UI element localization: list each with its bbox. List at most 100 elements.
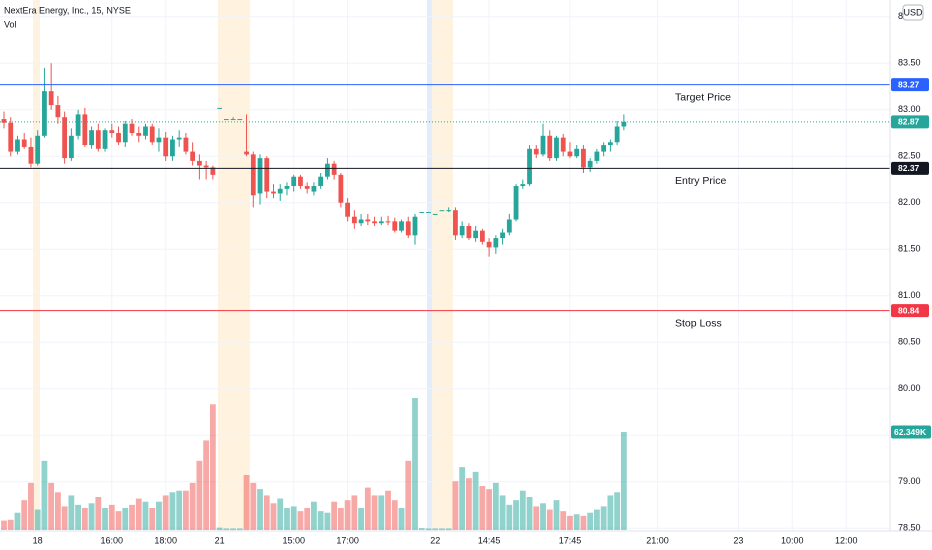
candle-body	[520, 184, 526, 187]
y-tick-label: 80.50	[898, 337, 921, 347]
volume-bar	[189, 482, 196, 530]
candle-body	[331, 163, 337, 175]
volume-bar	[61, 506, 68, 530]
volume-bar	[162, 495, 169, 530]
volume-bar	[216, 527, 223, 530]
candle-body	[365, 219, 371, 222]
volume-bar	[68, 495, 75, 530]
candle-body	[479, 230, 485, 242]
candle-body	[412, 216, 418, 236]
y-tick-label: 82.00	[898, 197, 921, 207]
session-shading	[33, 0, 453, 531]
currency[interactable]: USD	[903, 7, 923, 17]
volume-bar	[196, 460, 203, 530]
candle-body	[244, 151, 249, 155]
volume-bar	[41, 460, 48, 530]
chart-title: NextEra Energy, Inc., 15, NYSE	[4, 5, 131, 15]
candle-body	[223, 119, 229, 121]
candle-body	[149, 126, 155, 143]
price-line-value: 83.27	[898, 79, 920, 89]
volume-bar	[351, 495, 358, 530]
volume-bar	[385, 490, 391, 530]
candle-body	[82, 114, 88, 146]
volume-bar	[21, 500, 28, 530]
candle-body	[210, 167, 216, 175]
x-tick-label: 22	[430, 535, 440, 545]
x-tick-label: 18:00	[154, 535, 177, 545]
candle-body	[136, 133, 142, 136]
candle-body	[196, 160, 202, 166]
volume-bar	[28, 482, 34, 530]
candle-body	[55, 105, 61, 118]
candle-body	[156, 137, 162, 143]
volume-title: Vol	[4, 19, 17, 29]
volume-bar	[317, 511, 324, 530]
candle-body	[419, 212, 425, 214]
y-tick-label: 81.50	[898, 244, 921, 254]
price-line-name: Target Price	[675, 91, 731, 103]
volume-bar	[183, 490, 189, 530]
volume-bar	[7, 519, 14, 530]
y-tick-label: 83.50	[898, 58, 921, 68]
volume-bar	[412, 398, 418, 530]
volume-bar	[223, 528, 230, 530]
y-tick-label: 79.00	[898, 476, 921, 486]
candle-body	[540, 135, 546, 155]
candle-body	[264, 158, 270, 192]
candle-body	[587, 160, 593, 168]
volume-bar	[391, 500, 398, 530]
volume-bar	[526, 497, 533, 530]
y-tick-label: 82.50	[898, 151, 921, 161]
candle-body	[304, 186, 310, 189]
volume-bar	[257, 489, 263, 530]
volume-bar	[405, 460, 412, 530]
volume-bar	[445, 528, 452, 530]
volume-bar	[129, 504, 135, 530]
volume-bar	[594, 509, 600, 530]
candle-body	[426, 212, 431, 214]
candle-body	[567, 151, 573, 157]
volume-bar	[203, 440, 210, 530]
x-tick-label: 15:00	[282, 535, 305, 545]
last-volume-tag	[891, 425, 931, 439]
volume-bar	[337, 508, 344, 530]
x-tick-label: 21:00	[646, 535, 669, 545]
volume-bar	[304, 508, 311, 530]
candle-body	[109, 130, 115, 133]
candle-body	[318, 176, 324, 187]
volume-bar	[54, 492, 61, 530]
volume-bar	[95, 497, 102, 530]
volume-bar	[600, 506, 607, 530]
candle-body	[493, 238, 499, 248]
candle-body	[203, 165, 209, 168]
candle-body	[399, 221, 404, 231]
volume-bar	[479, 486, 486, 530]
candle-body	[351, 216, 357, 224]
candle-body	[385, 221, 391, 223]
x-tick-label: 16:00	[101, 535, 124, 545]
volume-bar	[358, 508, 364, 530]
candle-body	[500, 232, 505, 239]
volume-bar	[135, 498, 142, 530]
price-pane	[1, 63, 627, 257]
candle-body	[170, 139, 175, 157]
volume-bar	[263, 495, 270, 530]
candle-body	[594, 151, 600, 161]
volume-bar	[236, 528, 243, 530]
candle-body	[486, 241, 492, 248]
volume-bar	[472, 471, 479, 530]
volume-bar	[492, 482, 499, 530]
currency-box[interactable]	[902, 4, 924, 21]
candle-body	[473, 230, 479, 239]
x-tick-label: 12:00	[835, 535, 858, 545]
y-tick-label: 83.00	[898, 104, 921, 114]
price-line-value: 82.37	[898, 163, 920, 173]
candle-body	[506, 219, 512, 233]
candle-body	[250, 154, 256, 196]
volume-bar	[553, 500, 560, 530]
candle-body	[75, 114, 81, 136]
candle-body	[601, 145, 607, 152]
x-tick-label: 21	[215, 535, 225, 545]
y-tick-label: 80.00	[898, 383, 921, 393]
volume-bar	[75, 504, 82, 530]
